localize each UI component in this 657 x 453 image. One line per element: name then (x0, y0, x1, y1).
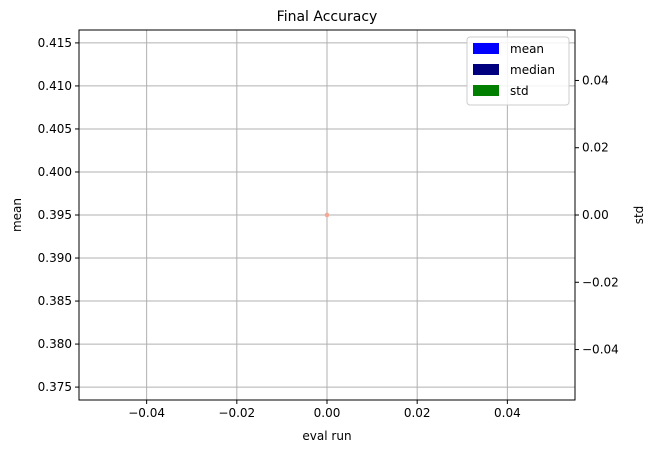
y-tick-label: 0.395 (38, 208, 72, 222)
chart-title: Final Accuracy (277, 9, 378, 25)
y-tick-label: 0.400 (38, 165, 72, 179)
y-axis-label: mean (10, 198, 24, 232)
x-tick-label: 0.00 (314, 406, 341, 420)
legend: mean median std (466, 36, 570, 106)
y-tick-label: 0.415 (38, 36, 72, 50)
data-points (324, 212, 330, 218)
y-tick-label: 0.390 (38, 251, 72, 265)
y-tick-label: 0.375 (38, 380, 72, 394)
y-axis-right: −0.04 −0.02 0.00 0.02 0.04 (575, 73, 619, 357)
x-tick-label: 0.02 (404, 406, 431, 420)
legend-label-std: std (510, 84, 529, 98)
legend-label-mean: mean (510, 42, 544, 56)
y-tick-label: 0.405 (38, 122, 72, 136)
y2-tick-label: 0.00 (582, 208, 609, 222)
y2-tick-label: 0.04 (582, 73, 609, 87)
x-tick-label: −0.04 (128, 406, 165, 420)
y-tick-label: 0.410 (38, 79, 72, 93)
y2-tick-label: 0.02 (582, 141, 609, 155)
y-axis-left: 0.375 0.380 0.385 0.390 0.395 0.400 0.405 0.410… (38, 36, 79, 394)
y-tick-label: 0.380 (38, 337, 72, 351)
y2-tick-label: −0.02 (582, 275, 619, 289)
x-tick-label: −0.02 (218, 406, 255, 420)
y2-axis-label: std (632, 206, 646, 225)
x-axis: −0.04 −0.02 0.00 0.02 0.04 (128, 400, 521, 420)
legend-swatch-std (473, 85, 499, 96)
y2-tick-label: −0.04 (582, 343, 619, 357)
x-axis-label: eval run (302, 429, 351, 443)
legend-swatch-mean (473, 43, 499, 54)
y-tick-label: 0.385 (38, 294, 72, 308)
data-point-std (324, 212, 330, 218)
x-tick-label: 0.04 (494, 406, 521, 420)
legend-label-median: median (510, 63, 555, 77)
legend-swatch-median (473, 64, 499, 75)
